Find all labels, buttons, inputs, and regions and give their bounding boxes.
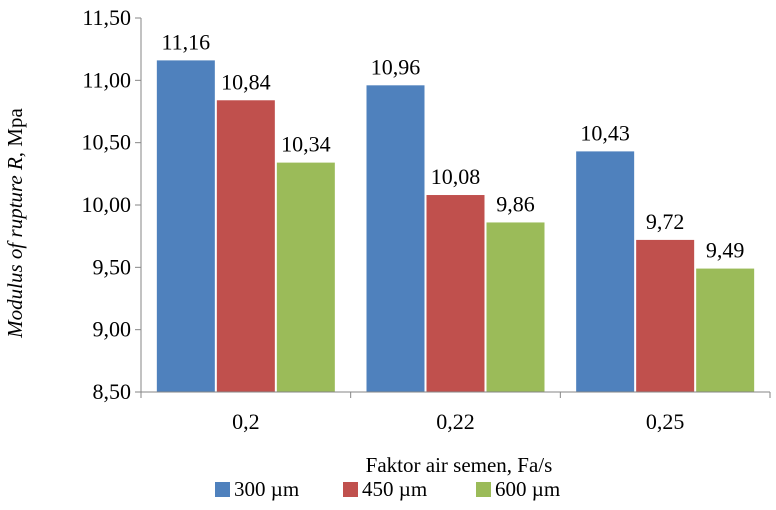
legend-swatch (343, 482, 358, 497)
data-label: 10,43 (580, 120, 630, 145)
bar (156, 60, 215, 393)
y-tick-label: 9,00 (93, 317, 132, 342)
y-tick-label: 10,00 (82, 192, 132, 217)
x-tick-label: 0,25 (646, 409, 685, 434)
y-axis: 8,50 9,00 9,50 10,00 10,50 11,00 11,50 (82, 5, 142, 404)
legend-swatch (215, 482, 230, 497)
legend-swatch (476, 482, 491, 497)
bar (216, 100, 275, 392)
y-axis-title-italic: Modulus of rupture R (3, 157, 27, 339)
x-axis-title: Faktor air semen, Fa/s (366, 453, 553, 477)
y-tick-label: 10,50 (82, 130, 132, 155)
data-label: 10,84 (221, 69, 271, 94)
bars: 11,16 10,96 10,43 10,84 10,08 9,72 10,34 9,86 9,… (156, 29, 755, 393)
x-axis: 0,2 0,22 0,25 (140, 391, 771, 434)
y-tick-label: 9,50 (93, 254, 132, 279)
bar (576, 151, 635, 392)
y-axis-title-unit: , Mpa (3, 108, 27, 158)
bar (636, 239, 695, 392)
bar (486, 222, 545, 392)
data-label: 11,16 (161, 29, 210, 54)
legend-label: 600 µm (495, 477, 560, 501)
y-axis-title: Modulus of rupture R, Mpa (3, 108, 27, 339)
y-tick-label: 11,50 (82, 5, 131, 30)
data-label: 9,72 (646, 209, 685, 234)
bar (696, 268, 755, 392)
legend-label: 450 µm (362, 477, 427, 501)
data-label: 9,49 (706, 238, 745, 263)
legend-label: 300 µm (234, 477, 299, 501)
data-label: 10,34 (281, 132, 331, 157)
bar (426, 195, 485, 392)
x-tick-label: 0,2 (232, 409, 260, 434)
data-label: 10,08 (431, 164, 481, 189)
bar (276, 162, 335, 392)
y-tick-label: 11,00 (82, 67, 131, 92)
y-tick-label: 8,50 (93, 379, 132, 404)
bar (366, 85, 425, 392)
x-tick-label: 0,22 (436, 409, 475, 434)
data-label: 9,86 (496, 191, 535, 216)
data-label: 10,96 (371, 54, 421, 79)
legend: 300 µm 450 µm 600 µm (215, 477, 560, 501)
